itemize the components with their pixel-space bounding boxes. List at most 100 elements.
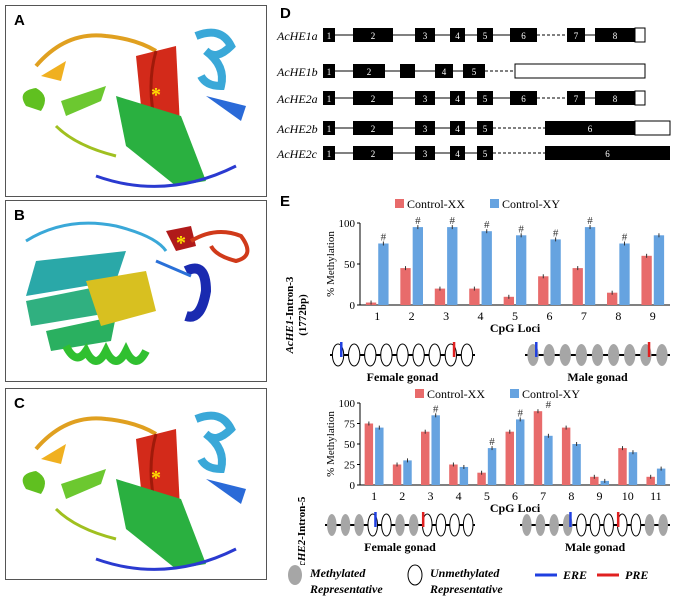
panel-label-b: B [14, 207, 25, 224]
x-tick-label: 2 [399, 489, 405, 503]
exon-box [435, 64, 453, 78]
x-tick-label: 6 [546, 309, 552, 323]
y-axis-label: % Methylation [325, 411, 337, 477]
methylation-chart-achE1: AcHE1-Intron-3 (1772bp) Control-XX Control-… [284, 197, 670, 384]
x-axis-label: CpG Loci [490, 501, 541, 515]
y-tick-label: 25 [344, 460, 356, 472]
bar-control-xx [469, 288, 480, 305]
bar-control-xx [641, 255, 652, 305]
utr-box [514, 63, 646, 79]
significance-mark: # [450, 215, 456, 227]
exon-box [477, 28, 493, 42]
unmethylated-cpg [603, 513, 614, 537]
panel-label-d: D [280, 5, 291, 22]
exon-box [510, 91, 537, 105]
unmethylated-cpg [428, 343, 441, 367]
exon-number: 4 [442, 67, 447, 77]
bar-control-xx [503, 296, 514, 305]
gonad-label: Female gonad [364, 540, 436, 554]
bar-control-xy [516, 235, 527, 305]
utr-box [634, 90, 646, 106]
exon-box [415, 121, 435, 135]
legend-label: Control-XY [522, 387, 580, 401]
bar-control-xy [619, 243, 630, 305]
methylated-cpg [559, 344, 571, 366]
methylated-cpg [658, 514, 668, 536]
significance-mark: # [553, 227, 559, 239]
star-marker-b: * [176, 232, 186, 254]
bar-control-xx [392, 464, 402, 485]
exon-number: 2 [371, 149, 376, 159]
exon-number: 6 [605, 149, 610, 159]
exon-box [353, 91, 393, 105]
unmethylated-cpg [630, 513, 642, 537]
bar-control-xy [516, 419, 525, 485]
significance-mark: # [489, 436, 495, 448]
x-tick-label: 8 [568, 489, 574, 503]
x-tick-label: 10 [622, 489, 634, 503]
bar-control-xy [653, 235, 665, 305]
y-tick-label: 100 [339, 398, 356, 410]
methylated-cpg [575, 344, 588, 366]
bar-control-xy [628, 452, 638, 485]
exon-number: 3 [423, 94, 428, 104]
exon-box [450, 146, 465, 160]
methylated-cpg [624, 344, 636, 366]
bar-control-xy [403, 460, 412, 485]
bar-control-xy [544, 435, 553, 485]
exon-number: 4 [455, 31, 460, 41]
bar-control-xx [590, 476, 599, 485]
exon-number: 1 [327, 124, 332, 134]
star-marker-c: * [151, 467, 161, 489]
legend-swatch [415, 389, 424, 398]
significance-mark: # [518, 223, 524, 235]
methylated-cpg [408, 514, 419, 536]
legend-representative: Representative [309, 582, 383, 596]
panel-label-c: C [14, 395, 25, 412]
unmethylated-cpg [462, 513, 474, 537]
exon-box [415, 91, 435, 105]
exon-number: 8 [613, 94, 618, 104]
exon-box [323, 91, 335, 105]
bar-control-xx [449, 464, 458, 485]
exon-number: 5 [483, 94, 488, 104]
bar-control-xx [434, 288, 446, 305]
exon-number: 4 [455, 149, 460, 159]
y-tick-label: 0 [350, 480, 356, 492]
ribbon-model-c: * [22, 411, 246, 571]
unmethylated-legend-icon [407, 564, 423, 586]
exon-box [450, 121, 465, 135]
bar-control-xy [412, 227, 423, 305]
exon-number: 3 [423, 124, 428, 134]
methylation-legend: Methylated Representative Unmethylated Repr… [288, 564, 648, 596]
exon-number: 2 [371, 31, 376, 41]
bar-control-xx [538, 276, 549, 305]
exon-box [463, 64, 485, 78]
significance-mark: # [517, 407, 523, 419]
exon-box [450, 28, 465, 42]
methylated-cpg [535, 514, 546, 536]
significance-mark: # [433, 403, 439, 415]
significance-mark: # [381, 232, 387, 244]
methylated-cpg [327, 514, 337, 536]
ribbon-model-b: * [25, 221, 250, 365]
exon-number: 3 [423, 31, 428, 41]
bar-control-xx [618, 448, 627, 485]
unmethylated-cpg [396, 343, 409, 367]
gene-intron-label: AcHE1-Intron-3 [284, 276, 296, 354]
panel-label-a: A [14, 12, 25, 29]
methylated-cpg [543, 344, 555, 366]
bar-control-xy [572, 444, 581, 485]
unmethylated-cpg [576, 513, 587, 537]
exon-box [323, 64, 335, 78]
x-tick-label: 11 [650, 489, 662, 503]
methylated-legend-icon [288, 565, 302, 585]
significance-mark: # [484, 219, 490, 231]
bar-control-xx [572, 268, 583, 305]
utr-box [634, 120, 671, 136]
x-tick-label: 7 [540, 489, 546, 503]
panel-label-e: E [280, 193, 291, 210]
exon-box [477, 121, 493, 135]
unmethylated-cpg [364, 343, 377, 367]
unmethylated-cpg [460, 343, 474, 367]
